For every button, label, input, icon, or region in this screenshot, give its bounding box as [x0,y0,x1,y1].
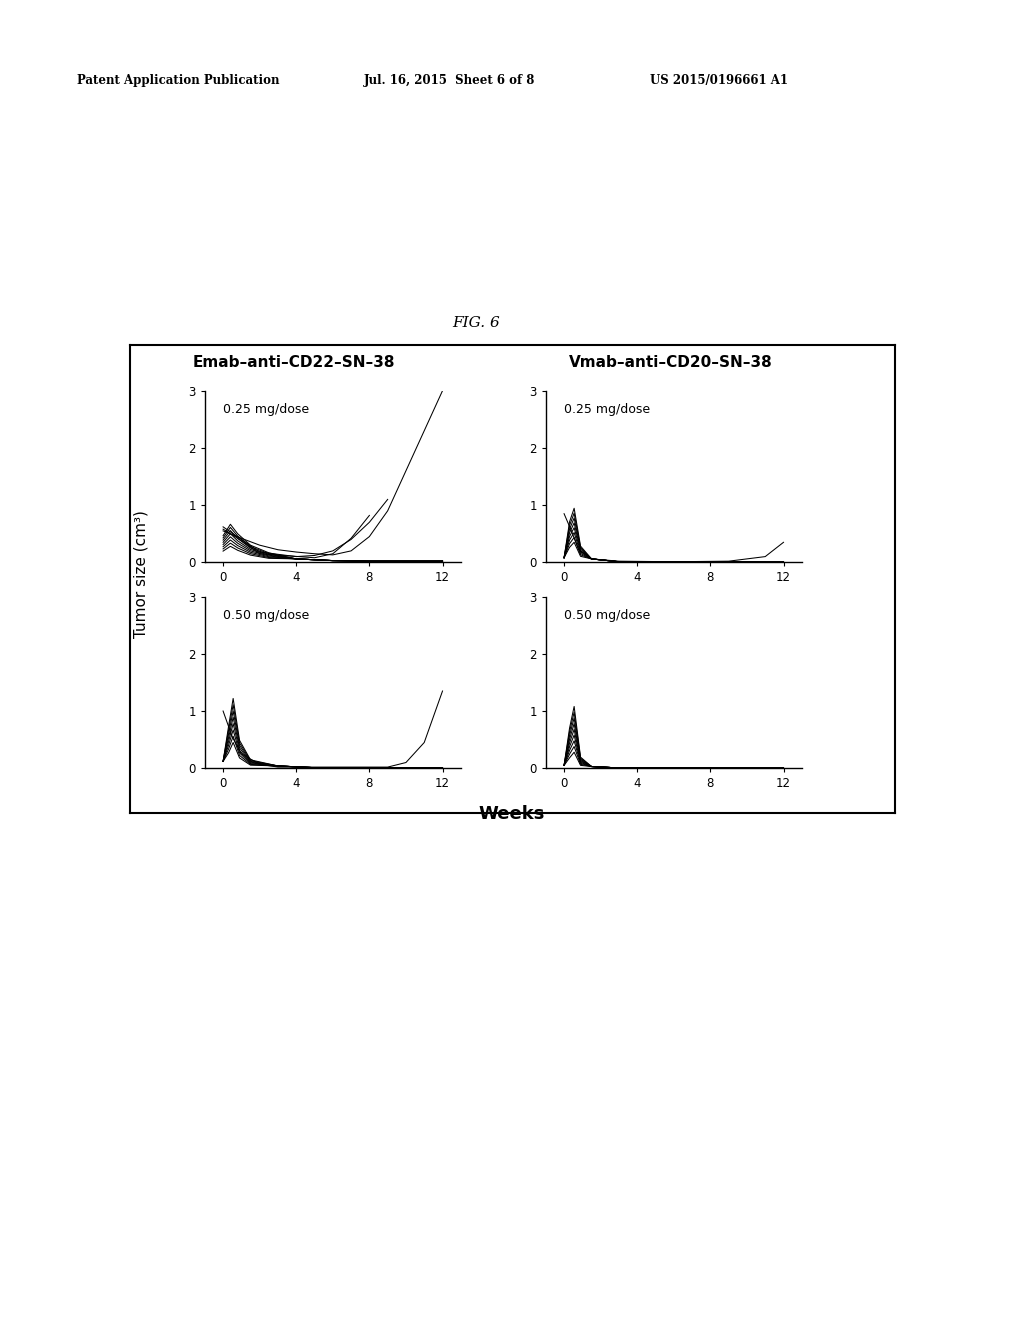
Text: 0.25 mg/dose: 0.25 mg/dose [223,403,309,416]
Text: US 2015/0196661 A1: US 2015/0196661 A1 [650,74,788,87]
Text: Emab–anti–CD22–SN–38: Emab–anti–CD22–SN–38 [193,355,395,370]
Text: FIG. 6: FIG. 6 [453,317,500,330]
Text: Patent Application Publication: Patent Application Publication [77,74,280,87]
Text: Weeks: Weeks [479,805,545,824]
Text: Vmab–anti–CD20–SN–38: Vmab–anti–CD20–SN–38 [569,355,772,370]
Text: Tumor size (cm³): Tumor size (cm³) [134,511,148,638]
Text: Jul. 16, 2015  Sheet 6 of 8: Jul. 16, 2015 Sheet 6 of 8 [364,74,535,87]
Text: 0.25 mg/dose: 0.25 mg/dose [563,403,650,416]
Text: 0.50 mg/dose: 0.50 mg/dose [223,609,309,622]
Text: 0.50 mg/dose: 0.50 mg/dose [563,609,650,622]
